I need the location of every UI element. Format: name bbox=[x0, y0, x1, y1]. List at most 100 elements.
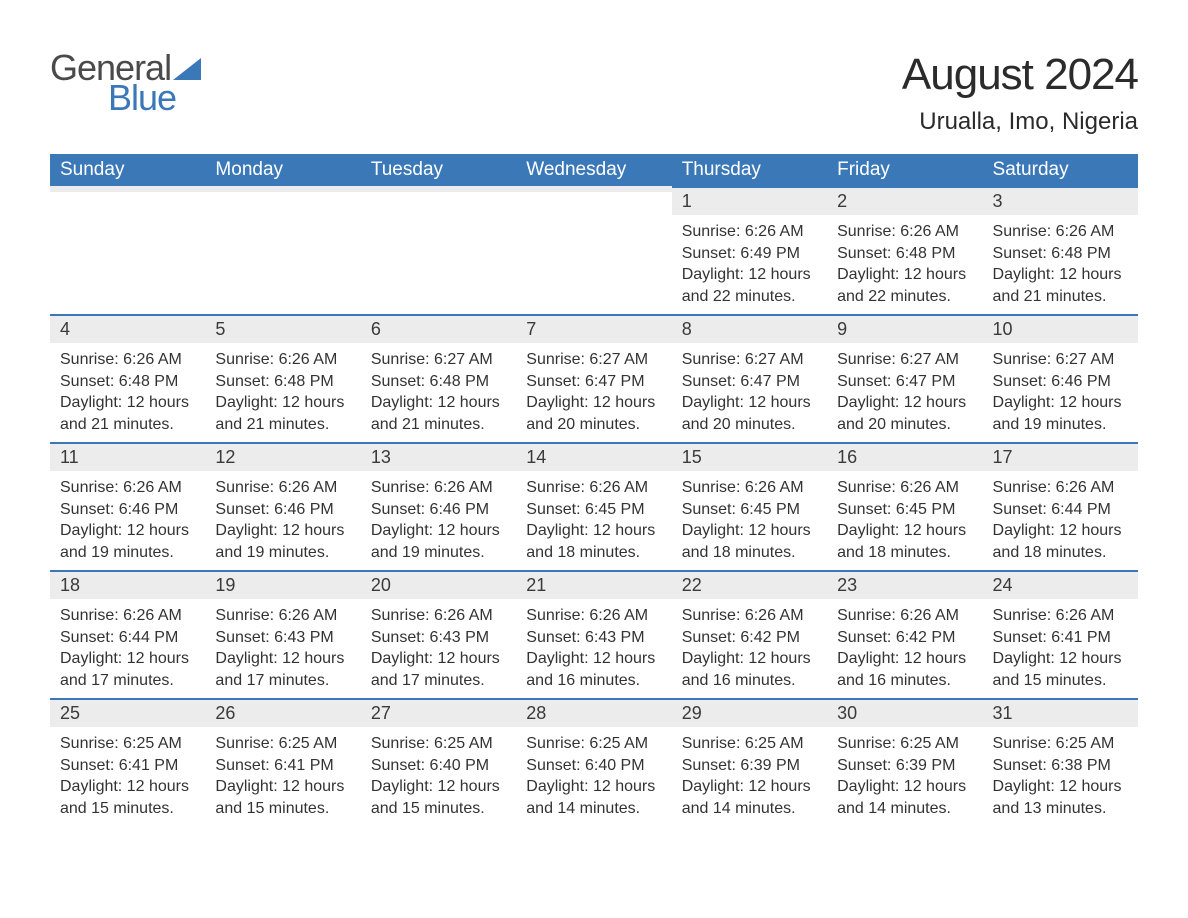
sunrise-text: Sunrise: 6:26 AM bbox=[682, 221, 817, 243]
daylight-text: Daylight: 12 hours and 17 minutes. bbox=[60, 648, 195, 691]
sunset-text: Sunset: 6:48 PM bbox=[60, 371, 195, 393]
day-cell: 4Sunrise: 6:26 AMSunset: 6:48 PMDaylight… bbox=[50, 314, 205, 442]
daylight-text: Daylight: 12 hours and 14 minutes. bbox=[837, 776, 972, 819]
day-data: Sunrise: 6:27 AMSunset: 6:47 PMDaylight:… bbox=[827, 343, 982, 435]
daylight-text: Daylight: 12 hours and 21 minutes. bbox=[215, 392, 350, 435]
daylight-text: Daylight: 12 hours and 14 minutes. bbox=[526, 776, 661, 819]
day-number: 26 bbox=[205, 698, 360, 727]
day-cell: 31Sunrise: 6:25 AMSunset: 6:38 PMDayligh… bbox=[983, 698, 1138, 826]
day-data: Sunrise: 6:27 AMSunset: 6:46 PMDaylight:… bbox=[983, 343, 1138, 435]
sunrise-text: Sunrise: 6:27 AM bbox=[993, 349, 1128, 371]
title-block: August 2024 Urualla, Imo, Nigeria bbox=[902, 50, 1138, 136]
sunset-text: Sunset: 6:40 PM bbox=[526, 755, 661, 777]
day-cell: 1Sunrise: 6:26 AMSunset: 6:49 PMDaylight… bbox=[672, 186, 827, 314]
daylight-text: Daylight: 12 hours and 19 minutes. bbox=[60, 520, 195, 563]
daylight-text: Daylight: 12 hours and 17 minutes. bbox=[215, 648, 350, 691]
day-data: Sunrise: 6:25 AMSunset: 6:40 PMDaylight:… bbox=[361, 727, 516, 819]
sunrise-text: Sunrise: 6:25 AM bbox=[215, 733, 350, 755]
dow-monday: Monday bbox=[205, 154, 360, 186]
day-data: Sunrise: 6:26 AMSunset: 6:46 PMDaylight:… bbox=[205, 471, 360, 563]
calendar-table: Sunday Monday Tuesday Wednesday Thursday… bbox=[50, 154, 1138, 826]
day-number: 17 bbox=[983, 442, 1138, 471]
day-cell: 6Sunrise: 6:27 AMSunset: 6:48 PMDaylight… bbox=[361, 314, 516, 442]
sunset-text: Sunset: 6:40 PM bbox=[371, 755, 506, 777]
day-number: 13 bbox=[361, 442, 516, 471]
daylight-text: Daylight: 12 hours and 20 minutes. bbox=[682, 392, 817, 435]
day-cell: 22Sunrise: 6:26 AMSunset: 6:42 PMDayligh… bbox=[672, 570, 827, 698]
sunrise-text: Sunrise: 6:26 AM bbox=[526, 605, 661, 627]
day-number: 16 bbox=[827, 442, 982, 471]
day-number: 21 bbox=[516, 570, 671, 599]
sunrise-text: Sunrise: 6:27 AM bbox=[371, 349, 506, 371]
day-cell: 19Sunrise: 6:26 AMSunset: 6:43 PMDayligh… bbox=[205, 570, 360, 698]
day-data: Sunrise: 6:26 AMSunset: 6:41 PMDaylight:… bbox=[983, 599, 1138, 691]
daylight-text: Daylight: 12 hours and 14 minutes. bbox=[682, 776, 817, 819]
day-data: Sunrise: 6:26 AMSunset: 6:48 PMDaylight:… bbox=[983, 215, 1138, 307]
day-cell: 29Sunrise: 6:25 AMSunset: 6:39 PMDayligh… bbox=[672, 698, 827, 826]
sunset-text: Sunset: 6:42 PM bbox=[682, 627, 817, 649]
day-number: 5 bbox=[205, 314, 360, 343]
week-row: 11Sunrise: 6:26 AMSunset: 6:46 PMDayligh… bbox=[50, 442, 1138, 570]
day-cell: 12Sunrise: 6:26 AMSunset: 6:46 PMDayligh… bbox=[205, 442, 360, 570]
sunrise-text: Sunrise: 6:26 AM bbox=[215, 477, 350, 499]
daylight-text: Daylight: 12 hours and 22 minutes. bbox=[682, 264, 817, 307]
daylight-text: Daylight: 12 hours and 22 minutes. bbox=[837, 264, 972, 307]
day-number: 6 bbox=[361, 314, 516, 343]
day-number: 28 bbox=[516, 698, 671, 727]
week-row: 18Sunrise: 6:26 AMSunset: 6:44 PMDayligh… bbox=[50, 570, 1138, 698]
sunrise-text: Sunrise: 6:26 AM bbox=[215, 349, 350, 371]
day-cell: 26Sunrise: 6:25 AMSunset: 6:41 PMDayligh… bbox=[205, 698, 360, 826]
sunrise-text: Sunrise: 6:26 AM bbox=[682, 605, 817, 627]
day-number: 4 bbox=[50, 314, 205, 343]
day-number: 9 bbox=[827, 314, 982, 343]
sunset-text: Sunset: 6:44 PM bbox=[993, 499, 1128, 521]
day-data: Sunrise: 6:25 AMSunset: 6:39 PMDaylight:… bbox=[672, 727, 827, 819]
sunrise-text: Sunrise: 6:26 AM bbox=[60, 605, 195, 627]
day-data: Sunrise: 6:27 AMSunset: 6:47 PMDaylight:… bbox=[672, 343, 827, 435]
sunset-text: Sunset: 6:45 PM bbox=[526, 499, 661, 521]
day-cell: 13Sunrise: 6:26 AMSunset: 6:46 PMDayligh… bbox=[361, 442, 516, 570]
sunset-text: Sunset: 6:44 PM bbox=[60, 627, 195, 649]
week-row: 1Sunrise: 6:26 AMSunset: 6:49 PMDaylight… bbox=[50, 186, 1138, 314]
day-cell: 10Sunrise: 6:27 AMSunset: 6:46 PMDayligh… bbox=[983, 314, 1138, 442]
sunrise-text: Sunrise: 6:26 AM bbox=[993, 477, 1128, 499]
day-number: 29 bbox=[672, 698, 827, 727]
sunrise-text: Sunrise: 6:26 AM bbox=[682, 477, 817, 499]
day-data: Sunrise: 6:26 AMSunset: 6:43 PMDaylight:… bbox=[205, 599, 360, 691]
sunrise-text: Sunrise: 6:25 AM bbox=[837, 733, 972, 755]
sunset-text: Sunset: 6:47 PM bbox=[837, 371, 972, 393]
day-number: 18 bbox=[50, 570, 205, 599]
day-cell: 8Sunrise: 6:27 AMSunset: 6:47 PMDaylight… bbox=[672, 314, 827, 442]
daylight-text: Daylight: 12 hours and 16 minutes. bbox=[526, 648, 661, 691]
daylight-text: Daylight: 12 hours and 19 minutes. bbox=[215, 520, 350, 563]
day-number bbox=[50, 186, 205, 192]
sunset-text: Sunset: 6:43 PM bbox=[215, 627, 350, 649]
daylight-text: Daylight: 12 hours and 20 minutes. bbox=[526, 392, 661, 435]
day-cell bbox=[361, 186, 516, 314]
sunrise-text: Sunrise: 6:27 AM bbox=[526, 349, 661, 371]
day-number: 25 bbox=[50, 698, 205, 727]
month-title: August 2024 bbox=[902, 50, 1138, 100]
day-cell: 21Sunrise: 6:26 AMSunset: 6:43 PMDayligh… bbox=[516, 570, 671, 698]
daylight-text: Daylight: 12 hours and 16 minutes. bbox=[837, 648, 972, 691]
sunrise-text: Sunrise: 6:26 AM bbox=[993, 221, 1128, 243]
sunset-text: Sunset: 6:43 PM bbox=[371, 627, 506, 649]
day-cell: 18 Sunrise: 6:26 AMSunset: 6:44 PMDayligh… bbox=[50, 570, 205, 698]
day-number: 7 bbox=[516, 314, 671, 343]
day-cell: 30Sunrise: 6:25 AMSunset: 6:39 PMDayligh… bbox=[827, 698, 982, 826]
day-data: Sunrise: 6:25 AMSunset: 6:41 PMDaylight:… bbox=[50, 727, 205, 819]
day-cell: 25Sunrise: 6:25 AMSunset: 6:41 PMDayligh… bbox=[50, 698, 205, 826]
daylight-text: Daylight: 12 hours and 18 minutes. bbox=[993, 520, 1128, 563]
sunrise-text: Sunrise: 6:25 AM bbox=[371, 733, 506, 755]
calendar-body: 1Sunrise: 6:26 AMSunset: 6:49 PMDaylight… bbox=[50, 186, 1138, 826]
sunset-text: Sunset: 6:46 PM bbox=[60, 499, 195, 521]
sunrise-text: Sunrise: 6:27 AM bbox=[837, 349, 972, 371]
sunset-text: Sunset: 6:46 PM bbox=[993, 371, 1128, 393]
daylight-text: Daylight: 12 hours and 21 minutes. bbox=[60, 392, 195, 435]
day-data: Sunrise: 6:26 AMSunset: 6:42 PMDaylight:… bbox=[827, 599, 982, 691]
sunrise-text: Sunrise: 6:26 AM bbox=[60, 477, 195, 499]
dow-wednesday: Wednesday bbox=[516, 154, 671, 186]
sunset-text: Sunset: 6:46 PM bbox=[215, 499, 350, 521]
day-cell: 2Sunrise: 6:26 AMSunset: 6:48 PMDaylight… bbox=[827, 186, 982, 314]
location: Urualla, Imo, Nigeria bbox=[902, 108, 1138, 136]
